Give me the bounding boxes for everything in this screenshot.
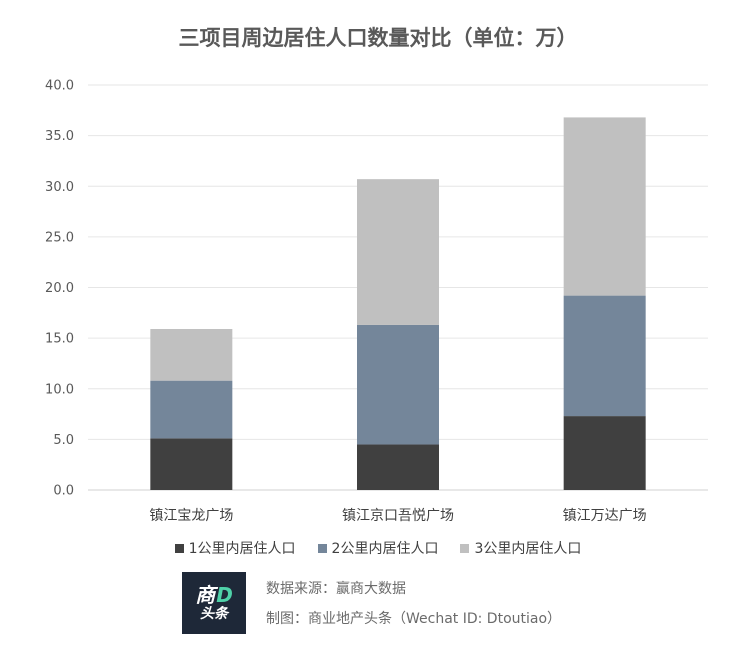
data-source-text: 数据来源：赢商大数据 bbox=[266, 581, 406, 597]
legend-swatch bbox=[460, 543, 470, 553]
bar-segment-3km bbox=[563, 117, 646, 296]
legend-item: 3公里内居住人口 bbox=[460, 538, 581, 558]
bar-segment-1km bbox=[150, 438, 233, 490]
shang-d-toutiao-logo: 商 D 头条 bbox=[182, 572, 246, 634]
y-tick-label: 40.0 bbox=[45, 79, 74, 94]
logo-text-toutiao: 头条 bbox=[200, 606, 228, 622]
y-tick-label: 35.0 bbox=[45, 129, 74, 144]
y-tick-label: 30.0 bbox=[45, 180, 74, 195]
y-tick-label: 5.0 bbox=[53, 433, 74, 448]
y-tick-label: 10.0 bbox=[45, 382, 74, 397]
x-category-label: 镇江宝龙广场 bbox=[149, 508, 233, 524]
bar-segment-2km bbox=[150, 380, 233, 439]
y-tick-label: 20.0 bbox=[45, 281, 74, 296]
y-tick-label: 25.0 bbox=[45, 230, 74, 245]
chart-legend: 1公里内居住人口 2公里内居住人口 3公里内居住人口 bbox=[0, 538, 756, 558]
bar-segment-2km bbox=[357, 324, 439, 445]
chart-title: 三项目周边居住人口数量对比（单位：万） bbox=[178, 26, 578, 50]
legend-label: 2公里内居住人口 bbox=[331, 541, 439, 557]
y-tick-label: 0.0 bbox=[53, 484, 74, 499]
legend-item: 1公里内居住人口 bbox=[174, 538, 296, 558]
bar-segment-2km bbox=[563, 295, 646, 417]
x-category-label: 镇江京口吾悦广场 bbox=[342, 508, 454, 524]
logo-text-shang: 商 bbox=[195, 583, 216, 607]
source-block: 商 D 头条 数据来源：赢商大数据 制图：商业地产头条（Wechat ID: D… bbox=[182, 572, 561, 634]
bar-segment-3km bbox=[150, 329, 233, 381]
bar-segment-1km bbox=[357, 444, 439, 490]
logo-text-d: D bbox=[216, 583, 233, 607]
legend-label: 3公里内居住人口 bbox=[474, 541, 582, 557]
legend-item: 2公里内居住人口 bbox=[317, 538, 439, 558]
legend-swatch bbox=[174, 543, 184, 553]
stacked-bar-chart: 0.0 5.0 10.0 15.0 20.0 25.0 30.0 35.0 40.0 镇江宝龙广场… bbox=[45, 79, 708, 524]
x-category-label: 镇江万达广场 bbox=[563, 508, 647, 524]
chart-credit-text: 制图：商业地产头条（Wechat ID: Dtoutiao） bbox=[266, 611, 562, 627]
y-tick-label: 15.0 bbox=[45, 332, 74, 347]
bar-segment-3km bbox=[357, 179, 439, 325]
bar-segment-1km bbox=[563, 416, 646, 490]
legend-label: 1公里内居住人口 bbox=[188, 541, 296, 557]
legend-swatch bbox=[317, 543, 327, 553]
